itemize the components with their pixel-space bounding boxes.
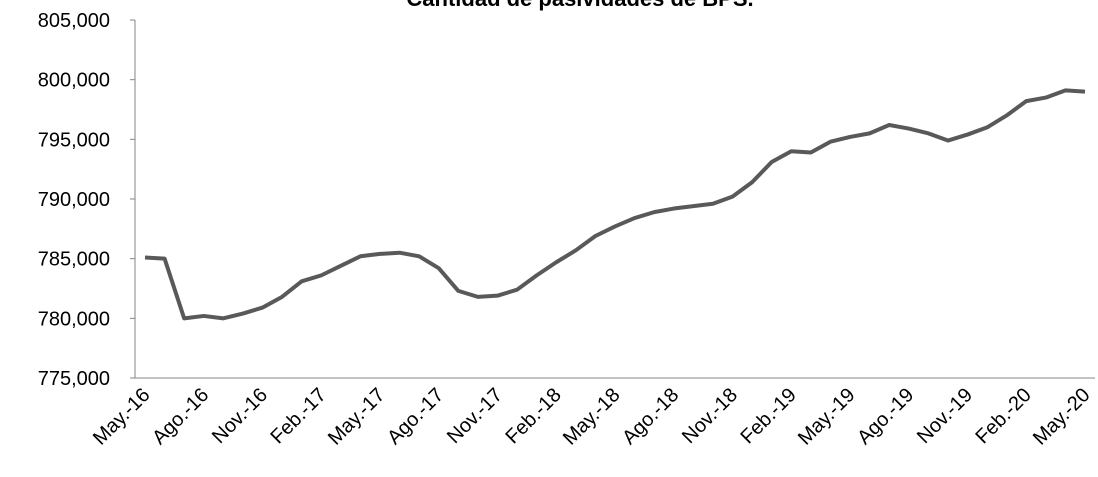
y-tick-label: 790,000: [38, 189, 110, 211]
x-tick-label: Ago.-17: [383, 384, 448, 449]
x-tick-label: May.-18: [559, 384, 625, 450]
y-tick-label: 805,000: [38, 10, 110, 32]
series-line: [144, 88, 1086, 321]
x-tick-label: Nov.-19: [913, 384, 977, 448]
x-tick-label: May.-19: [794, 384, 860, 450]
x-tick-label: May.-17: [324, 384, 390, 450]
x-tick-label: Feb.-19: [736, 384, 800, 448]
y-tick-label: 800,000: [38, 70, 110, 92]
x-tick-label: Nov.-17: [443, 384, 507, 448]
chart-title: Cantidad de pasividades de BPS.: [406, 0, 753, 11]
y-tick-label: 780,000: [38, 308, 110, 330]
y-tick-label: 785,000: [38, 249, 110, 271]
x-tick-label: Nov.-18: [678, 384, 742, 448]
x-tick-label: Ago.-18: [618, 384, 683, 449]
y-tick-label: 795,000: [38, 129, 110, 151]
x-tick-label: Ago.-19: [853, 384, 918, 449]
x-tick-label: May.-16: [89, 384, 155, 450]
x-tick-label: Ago.-16: [148, 384, 213, 449]
x-tick-label: May.-20: [1029, 384, 1095, 450]
x-tick-label: Nov.-16: [208, 384, 272, 448]
x-tick-label: Feb.-17: [266, 384, 330, 448]
x-tick-label: Feb.-20: [971, 384, 1035, 448]
y-tick-label: 775,000: [38, 368, 110, 390]
x-tick-label: Feb.-18: [501, 384, 565, 448]
